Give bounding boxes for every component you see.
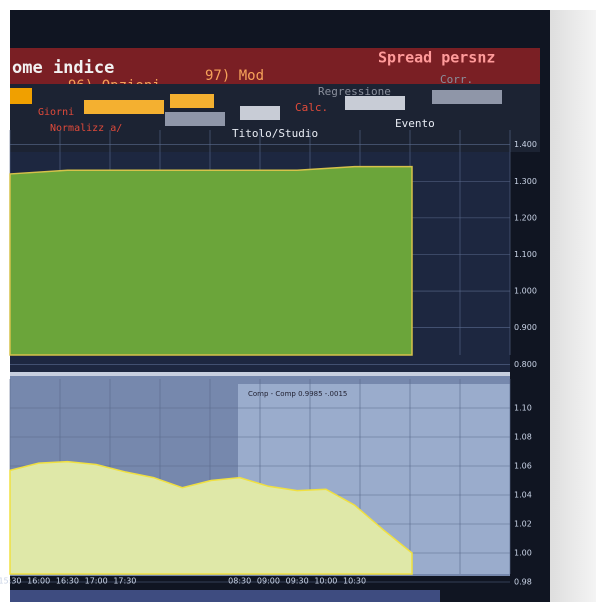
- title: ome indice: [12, 58, 114, 78]
- x-tick-label: 15:30: [0, 577, 22, 586]
- lower-legend: Comp - Comp 0.9985 -.0015: [248, 390, 347, 398]
- x-tick-label: 16:30: [56, 577, 79, 586]
- y-tick-label: 1.06: [514, 462, 532, 471]
- y-tick-label: 1.10: [514, 404, 532, 413]
- x-tick-label: 17:30: [113, 577, 136, 586]
- field[interactable]: [10, 88, 32, 104]
- date-field[interactable]: [84, 100, 164, 114]
- normalize-label[interactable]: Normalizz a/: [50, 123, 122, 134]
- event-button[interactable]: Evento: [395, 117, 435, 130]
- y-tick-label: 1.00: [514, 549, 532, 558]
- x-tick-label: 10:00: [314, 577, 337, 586]
- corr-option[interactable]: Corr.: [440, 73, 473, 86]
- x-tick-label: 17:00: [85, 577, 108, 586]
- area: [10, 167, 412, 355]
- y-tick-label: 1.02: [514, 520, 532, 529]
- select[interactable]: [165, 112, 225, 126]
- y-tick-label: 1.08: [514, 433, 532, 442]
- y-tick-label: 1.000: [514, 287, 537, 296]
- screen-photo: ome indice 96) Opzioni 97) Mod Spread pe…: [0, 0, 606, 612]
- mode-menu[interactable]: 97) Mod: [205, 68, 264, 84]
- y-tick-label: 0.800: [514, 360, 537, 369]
- input[interactable]: [345, 96, 405, 110]
- y-tick-label: 1.200: [514, 213, 537, 222]
- days-label: Giorni: [38, 107, 74, 118]
- spread-label: Spread persnz: [378, 49, 495, 67]
- date-field[interactable]: [170, 94, 214, 108]
- status-bar: [10, 590, 440, 602]
- study-button[interactable]: Titolo/Studio: [232, 127, 318, 140]
- separator: [10, 372, 510, 376]
- y-tick-label: 1.400: [514, 140, 537, 149]
- input[interactable]: [240, 106, 280, 120]
- y-tick-label: 0.98: [514, 578, 532, 587]
- select[interactable]: [432, 90, 502, 104]
- y-tick-label: 0.900: [514, 323, 537, 332]
- x-tick-label: 16:00: [27, 577, 50, 586]
- y-tick-label: 1.04: [514, 491, 532, 500]
- y-tick-label: 1.300: [514, 177, 537, 186]
- calc-button[interactable]: Calc.: [295, 101, 328, 114]
- x-tick-label: 08:30: [228, 577, 251, 586]
- x-tick-label: 09:00: [257, 577, 280, 586]
- x-tick-label: 10:30: [343, 577, 366, 586]
- x-tick-label: 09:30: [286, 577, 309, 586]
- y-tick-label: 1.100: [514, 250, 537, 259]
